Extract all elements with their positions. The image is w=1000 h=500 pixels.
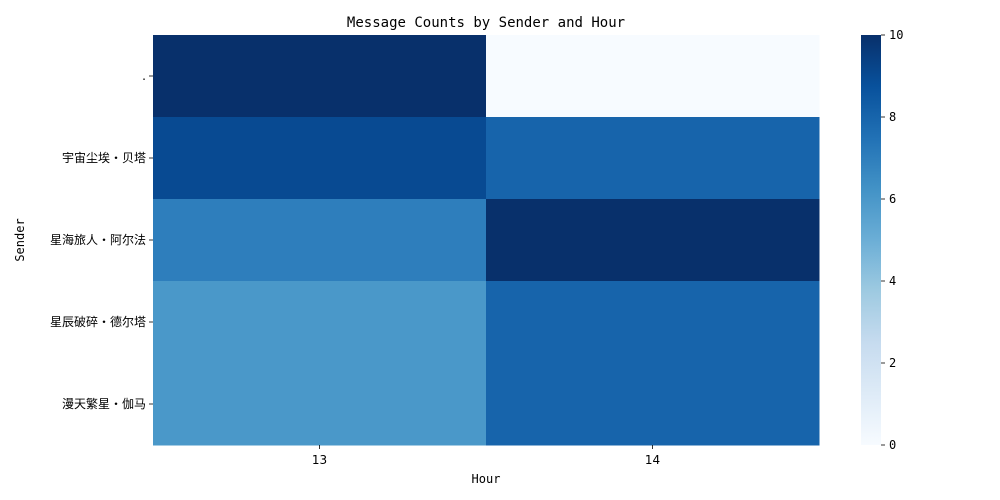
colorbar-tick-label: 8 — [889, 110, 896, 124]
y-tick-label: 漫天繁星・伽马 — [62, 396, 146, 411]
x-axis-label: Hour — [472, 472, 501, 486]
heatmap-cell — [153, 281, 487, 364]
x-tick-label: 13 — [312, 453, 327, 467]
heatmap-cell — [486, 199, 820, 282]
y-tick-label: . — [142, 69, 146, 83]
heatmap-cell — [153, 363, 487, 446]
heatmap-cell — [153, 117, 487, 200]
heatmap-cell — [153, 199, 487, 282]
heatmap-cell — [153, 35, 487, 118]
x-ticks: 13 14 — [312, 445, 660, 467]
heatmap-cell — [486, 35, 820, 118]
colorbar-gradient — [861, 35, 881, 445]
heatmap-cell — [486, 281, 820, 364]
colorbar: 0 2 4 6 8 10 — [861, 28, 903, 452]
colorbar-tick-label: 6 — [889, 192, 896, 206]
heatmap-cell — [486, 363, 820, 446]
heatmap-cell — [486, 117, 820, 200]
chart-title: Message Counts by Sender and Hour — [347, 15, 625, 31]
y-tick-label: 星辰破碎・德尔塔 — [50, 314, 146, 329]
y-tick-label: 宇宙尘埃・贝塔 — [62, 150, 146, 165]
y-tick-label: 星海旅人・阿尔法 — [50, 232, 146, 247]
colorbar-tick-label: 4 — [889, 274, 896, 288]
colorbar-tick-label: 0 — [889, 438, 896, 452]
heatmap-cells — [153, 35, 820, 446]
x-tick-label: 14 — [645, 453, 660, 467]
colorbar-tick-label: 2 — [889, 356, 896, 370]
y-axis-label: Sender — [13, 218, 27, 261]
colorbar-tick-label: 10 — [889, 28, 903, 42]
